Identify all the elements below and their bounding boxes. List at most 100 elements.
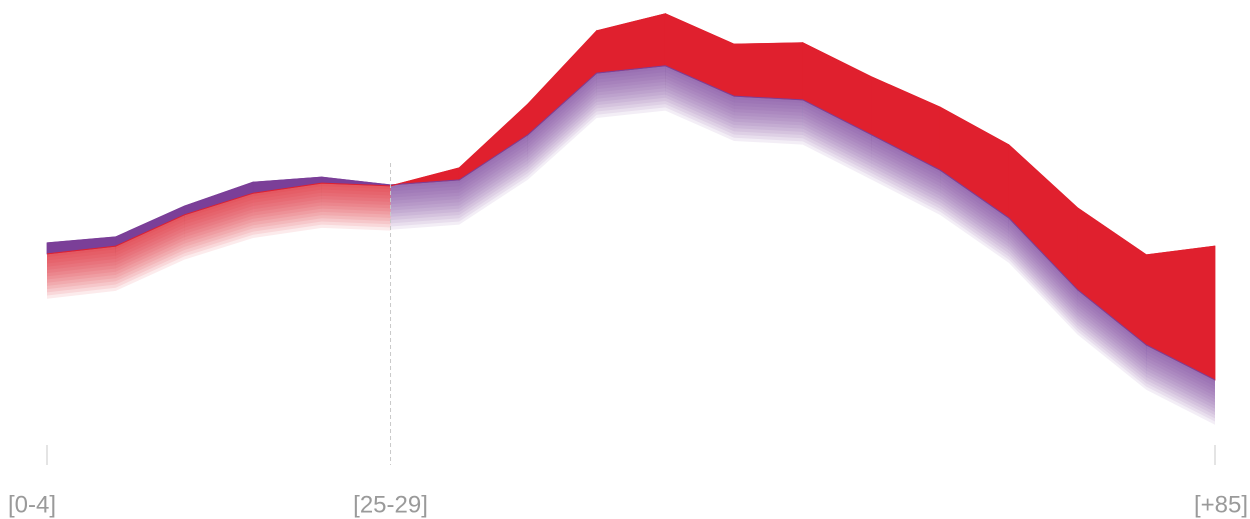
fade <box>871 134 941 212</box>
fade <box>527 73 597 148</box>
fade <box>527 73 597 145</box>
fade <box>665 65 735 116</box>
fade <box>665 65 735 109</box>
fade <box>459 134 528 193</box>
fade <box>802 99 872 154</box>
fade <box>527 73 597 180</box>
fade <box>1146 345 1215 425</box>
fade <box>1146 345 1215 419</box>
fade <box>596 65 666 106</box>
fade <box>1077 289 1147 355</box>
fade <box>802 99 872 161</box>
fade <box>390 179 460 189</box>
fade <box>459 134 528 184</box>
fade <box>390 179 460 205</box>
fade <box>596 65 666 77</box>
fade <box>47 246 116 280</box>
fade <box>115 214 185 256</box>
fade <box>253 183 322 232</box>
fade <box>802 99 872 177</box>
fade <box>1008 218 1078 319</box>
fade <box>115 214 185 272</box>
fade <box>459 134 528 216</box>
fade <box>596 65 666 93</box>
fade <box>1146 345 1215 400</box>
fade <box>734 96 803 120</box>
fade <box>1077 289 1147 368</box>
fade <box>390 179 460 230</box>
fade <box>459 134 528 196</box>
fade <box>459 134 528 200</box>
fade <box>390 179 460 214</box>
fade <box>253 183 322 229</box>
fade <box>321 183 391 202</box>
fade <box>1077 289 1147 358</box>
fade <box>871 134 941 209</box>
fade <box>47 246 116 299</box>
fade <box>1077 289 1147 377</box>
fade <box>940 170 1009 222</box>
fade <box>527 73 597 174</box>
fade <box>734 96 803 145</box>
fade <box>871 134 941 203</box>
fade <box>47 246 116 258</box>
fade <box>940 170 1009 231</box>
fade <box>940 170 1009 254</box>
fade <box>734 96 803 107</box>
fade <box>940 170 1009 235</box>
fade <box>527 73 597 161</box>
fade <box>390 179 460 211</box>
fade <box>184 193 254 241</box>
fade <box>321 183 391 222</box>
fade <box>734 96 803 123</box>
fade <box>115 214 185 263</box>
fade <box>459 134 528 206</box>
fade <box>184 193 254 244</box>
fade <box>253 183 322 213</box>
fade <box>871 134 941 174</box>
fade <box>390 179 460 198</box>
fade <box>1008 218 1078 332</box>
fade <box>527 73 597 154</box>
fade <box>802 99 872 142</box>
fade <box>871 134 941 190</box>
fade <box>321 183 391 225</box>
fade <box>802 99 872 170</box>
fade <box>802 99 872 174</box>
fade <box>184 193 254 222</box>
fade <box>184 193 254 257</box>
fade <box>734 96 803 113</box>
series-line <box>46 65 1216 381</box>
fade <box>253 183 322 226</box>
fade <box>1008 218 1078 335</box>
fade <box>1146 345 1215 403</box>
fade <box>1008 218 1078 297</box>
fade <box>459 134 528 219</box>
fade <box>253 183 322 203</box>
fade <box>940 170 1009 263</box>
fade <box>184 193 254 235</box>
fade <box>596 65 666 99</box>
fade <box>1008 218 1078 309</box>
fade <box>253 183 322 216</box>
fade <box>47 246 116 290</box>
fade <box>1008 218 1078 322</box>
fade <box>115 214 185 285</box>
fade <box>1146 345 1215 409</box>
fade <box>665 65 735 103</box>
fade <box>1008 218 1078 316</box>
fade <box>47 246 116 277</box>
fade <box>253 183 322 235</box>
fade <box>940 170 1009 225</box>
fade <box>596 65 666 80</box>
fade <box>665 65 735 138</box>
fade <box>1077 289 1147 352</box>
fade <box>527 73 597 158</box>
fade <box>596 65 666 115</box>
fade <box>184 193 254 254</box>
fade <box>184 193 254 219</box>
x-tick-label: [0-4] <box>8 491 56 518</box>
fade <box>459 134 528 209</box>
fade <box>596 65 666 118</box>
fade <box>1077 289 1147 381</box>
